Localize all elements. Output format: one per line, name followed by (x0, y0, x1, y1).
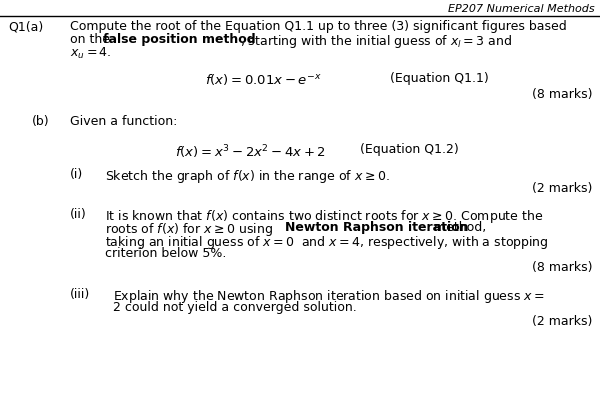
Text: Given a function:: Given a function: (70, 115, 178, 128)
Text: (8 marks): (8 marks) (532, 261, 592, 274)
Text: $f(x) = x^3 - 2x^2 - 4x + 2$: $f(x) = x^3 - 2x^2 - 4x + 2$ (175, 143, 326, 161)
Text: (8 marks): (8 marks) (532, 88, 592, 101)
Text: It is known that $f(x)$ contains two distinct roots for $x \geq 0$. Compute the: It is known that $f(x)$ contains two dis… (105, 208, 544, 225)
Text: Sketch the graph of $f(x)$ in the range of $x \geq 0$.: Sketch the graph of $f(x)$ in the range … (105, 168, 389, 185)
Text: $x_u = 4.$: $x_u = 4.$ (70, 46, 112, 61)
Text: , starting with the initial guess of $x_l = 3$ and: , starting with the initial guess of $x_… (240, 33, 512, 50)
Text: on the: on the (70, 33, 114, 46)
Text: 2 could not yield a converged solution.: 2 could not yield a converged solution. (113, 301, 357, 314)
Text: (b): (b) (32, 115, 50, 128)
Text: roots of $f(x)$ for $x \geq 0$ using: roots of $f(x)$ for $x \geq 0$ using (105, 221, 274, 238)
Text: (Equation Q1.2): (Equation Q1.2) (360, 143, 459, 156)
Text: Newton Raphson iteration: Newton Raphson iteration (285, 221, 469, 234)
Text: (2 marks): (2 marks) (532, 182, 592, 195)
Text: (ii): (ii) (70, 208, 87, 221)
Text: false position method: false position method (103, 33, 256, 46)
Text: (iii): (iii) (70, 288, 90, 301)
Text: Q1(a): Q1(a) (8, 20, 43, 33)
Text: $f(x) = 0.01x - e^{-x}$: $f(x) = 0.01x - e^{-x}$ (205, 72, 322, 87)
Text: Explain why the Newton Raphson iteration based on initial guess $x =$: Explain why the Newton Raphson iteration… (113, 288, 545, 305)
Text: Compute the root of the Equation Q1.1 up to three (3) significant figures based: Compute the root of the Equation Q1.1 up… (70, 20, 567, 33)
Text: (2 marks): (2 marks) (532, 315, 592, 328)
Text: criterion below 5%.: criterion below 5%. (105, 247, 226, 260)
Text: (i): (i) (70, 168, 83, 181)
Text: (Equation Q1.1): (Equation Q1.1) (390, 72, 489, 85)
Text: EP207 Numerical Methods: EP207 Numerical Methods (448, 4, 595, 14)
Text: method,: method, (430, 221, 486, 234)
Text: taking an initial guess of $x = 0$  and $x = 4$, respectively, with a stopping: taking an initial guess of $x = 0$ and $… (105, 234, 549, 251)
